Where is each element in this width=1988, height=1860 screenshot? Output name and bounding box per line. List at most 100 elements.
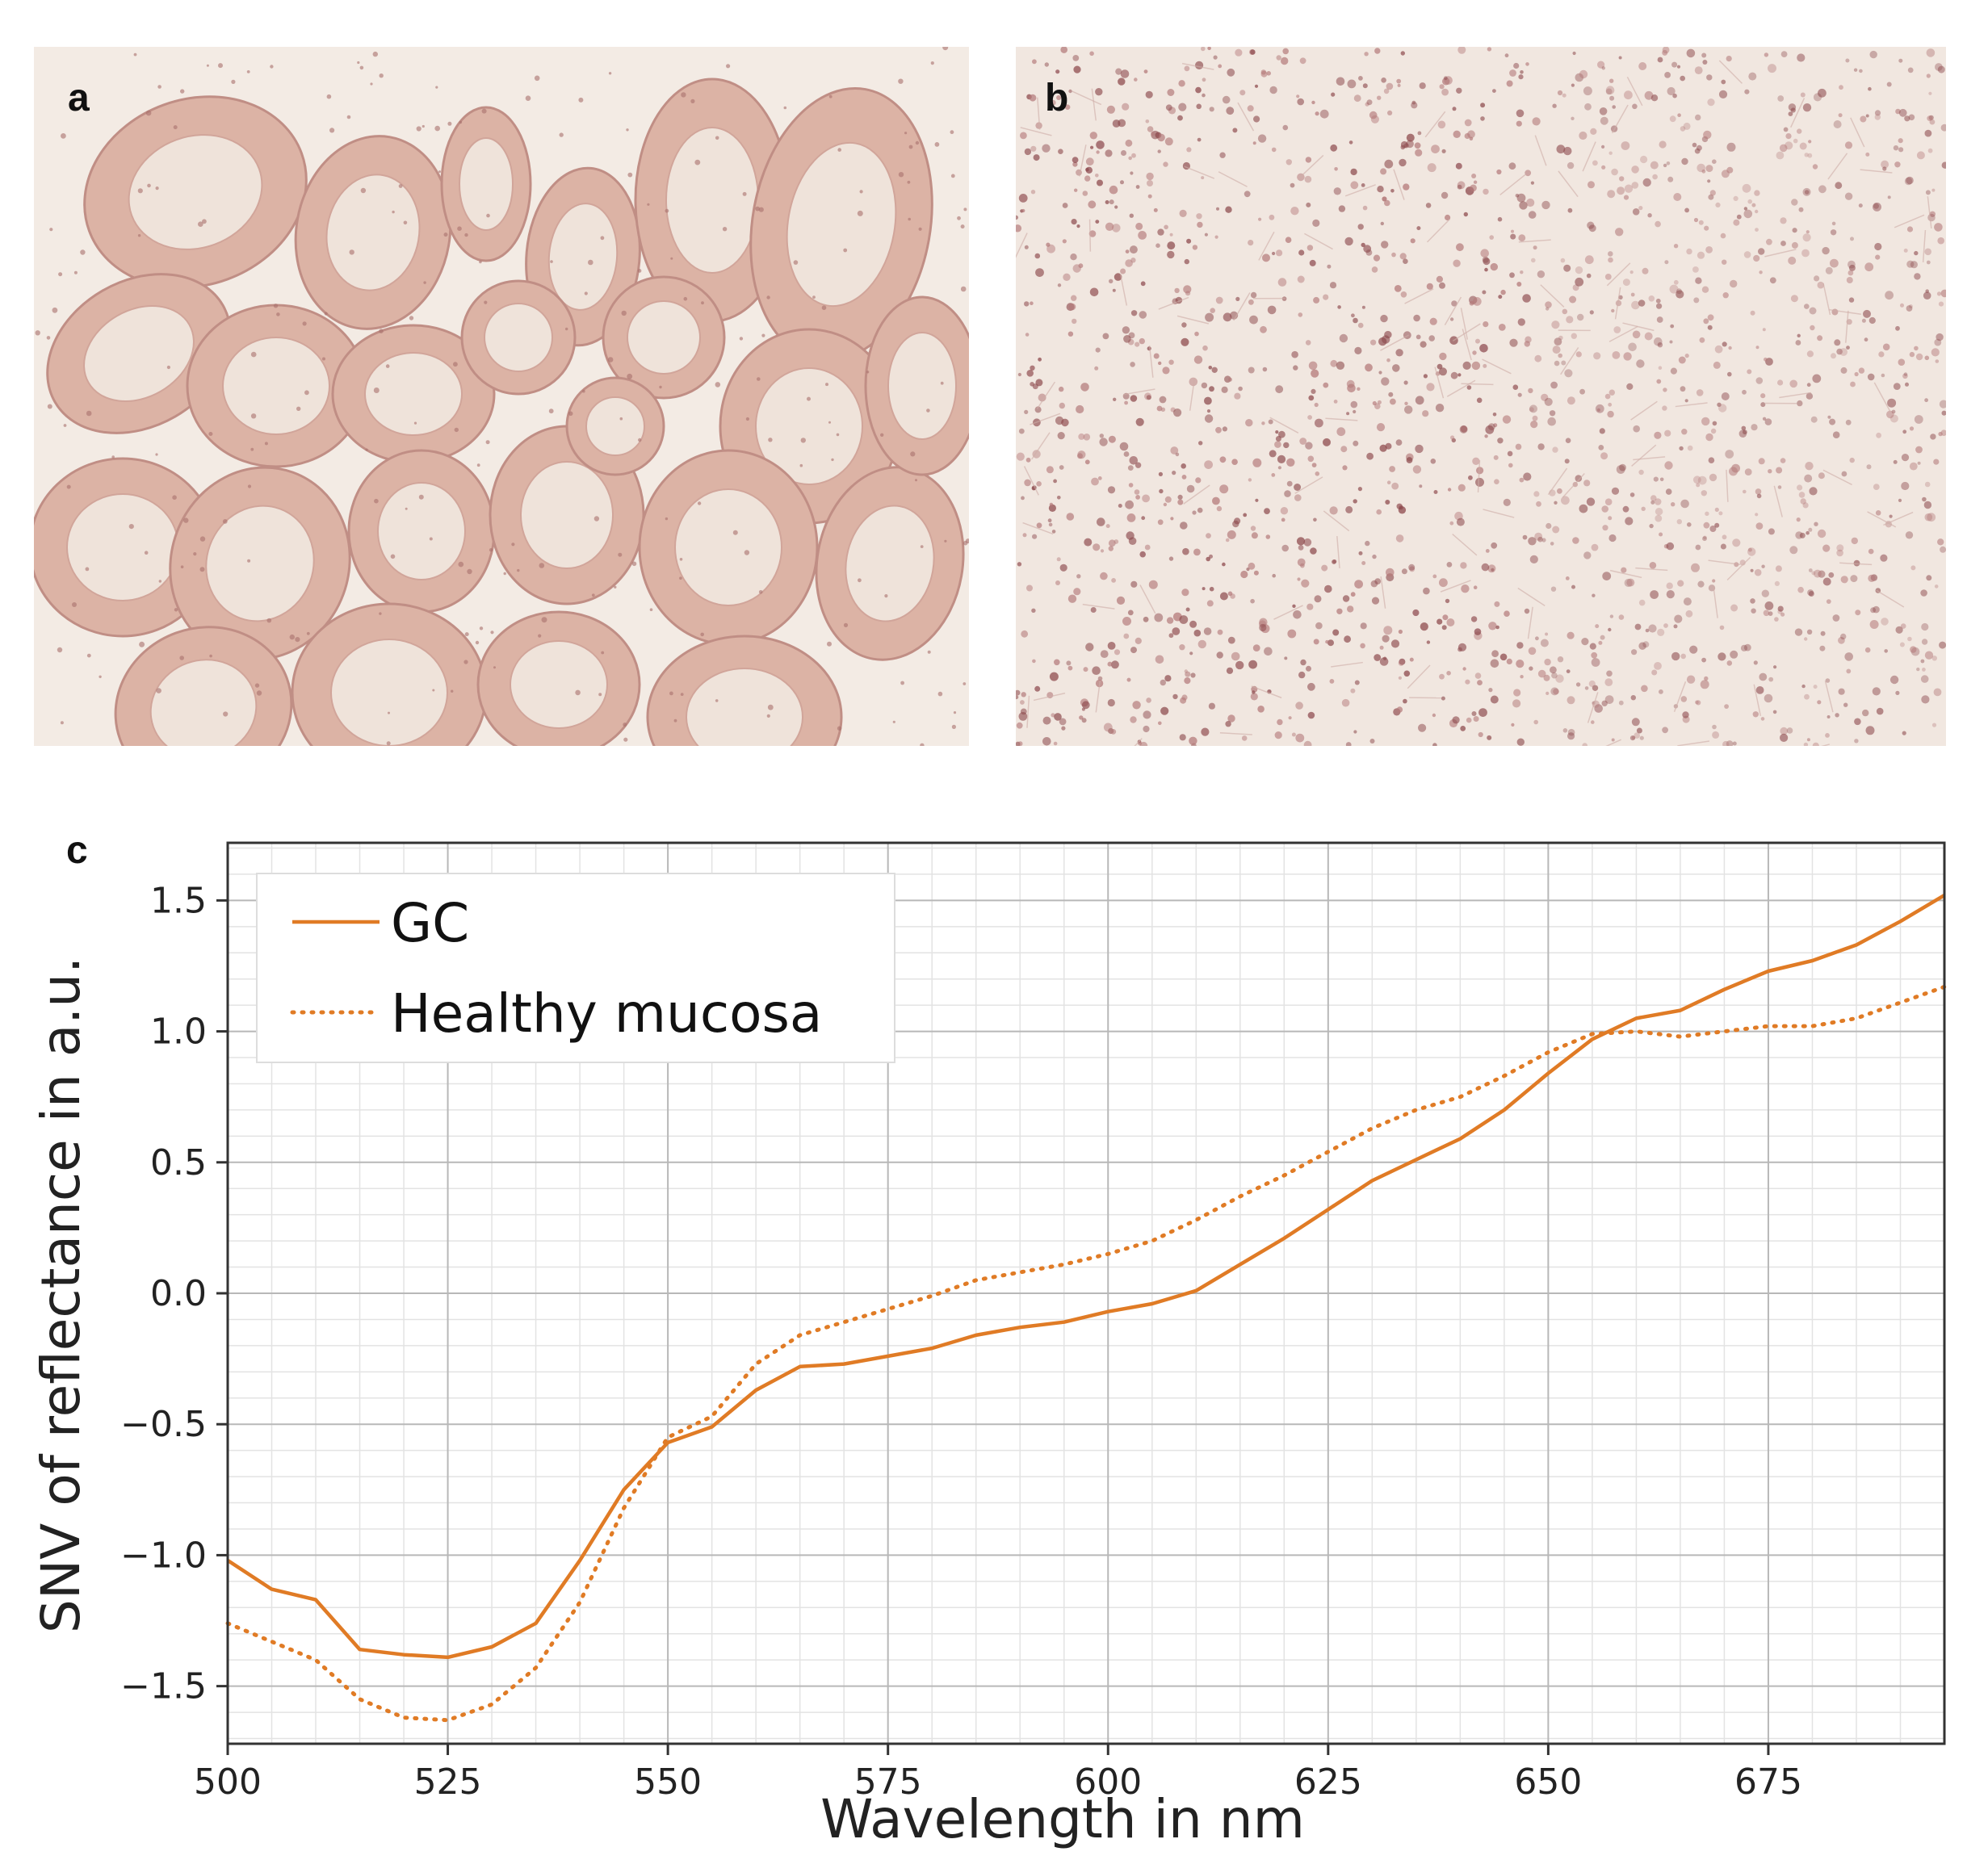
stroma-fiber (1189, 379, 1196, 411)
cell-nucleus (568, 411, 573, 417)
tumor-cell (1516, 660, 1525, 668)
tumor-cell (1194, 331, 1199, 337)
tumor-cell (1170, 446, 1179, 455)
tumor-cell (1155, 655, 1164, 664)
tumor-cell (1601, 145, 1605, 149)
cell-nucleus (534, 75, 540, 82)
x-tick-label: 650 (1514, 1762, 1582, 1803)
tumor-cell (1497, 438, 1504, 444)
tumor-cell (1941, 161, 1946, 169)
tumor-cell (1398, 660, 1404, 666)
tumor-cell (1701, 490, 1707, 496)
cell-nucleus (963, 682, 967, 685)
tumor-cell (1433, 490, 1438, 494)
cell-nucleus (517, 568, 520, 572)
tumor-cell (1756, 493, 1762, 499)
stroma-fiber (1631, 444, 1657, 467)
tumor-cell (1372, 554, 1377, 559)
cell-nucleus (960, 224, 965, 229)
tumor-cell (1800, 498, 1806, 505)
tumor-cell (1415, 149, 1423, 157)
tumor-cell (1529, 666, 1533, 671)
tumor-cell (1135, 341, 1140, 347)
tumor-cell (1406, 133, 1415, 142)
stroma-fiber (1331, 661, 1363, 668)
tumor-cell (1479, 344, 1488, 353)
tumor-cell (1370, 580, 1378, 588)
tumor-cell (1306, 245, 1314, 251)
stroma-fiber (1294, 476, 1323, 494)
tumor-cell (1655, 298, 1661, 304)
tumor-cell (1933, 688, 1942, 697)
tumor-cell (1471, 361, 1481, 371)
tumor-cell (1451, 300, 1457, 307)
gland-lumen (364, 352, 463, 436)
tumor-cell (1054, 659, 1060, 666)
tumor-cell (1659, 689, 1663, 694)
stroma-fiber (1527, 606, 1533, 639)
tumor-cell (1863, 309, 1871, 318)
tumor-cell (1884, 649, 1888, 653)
stroma-fiber (1299, 154, 1324, 178)
tumor-cell (1673, 244, 1679, 249)
tumor-cell (1445, 214, 1451, 221)
tumor-cell (1197, 639, 1206, 649)
tumor-cell (1929, 119, 1936, 125)
tumor-cell (1111, 578, 1116, 583)
tumor-cell (1632, 208, 1640, 216)
gland-lumen (325, 174, 421, 291)
cell-nucleus (180, 565, 184, 568)
tumor-cell (1135, 637, 1142, 645)
tumor-cell (1365, 540, 1370, 547)
stroma-fiber (1764, 249, 1797, 258)
tumor-cell (1248, 299, 1254, 305)
tumor-cell (1567, 732, 1575, 740)
tumor-cell (1088, 200, 1097, 209)
tumor-cell (1307, 415, 1312, 420)
tumor-cell (1702, 60, 1708, 65)
tumor-cell (1404, 401, 1408, 405)
tumor-cell (1901, 481, 1910, 491)
tumor-cell (1806, 629, 1813, 635)
tumor-cell (1395, 349, 1403, 357)
cell-nucleus (726, 64, 731, 69)
tumor-cell (1130, 395, 1138, 402)
cell-nucleus (647, 203, 650, 206)
tumor-cell (1129, 456, 1139, 465)
tumor-cell (1571, 116, 1575, 120)
tumor-cell (1712, 731, 1720, 739)
tumor-cell (1838, 636, 1845, 644)
tumor-cell (1071, 219, 1077, 225)
tumor-cell (1342, 465, 1348, 471)
tumor-cell (1146, 172, 1154, 181)
tumor-cell (1494, 601, 1500, 607)
tumor-cell (1081, 707, 1085, 711)
tumor-cell (1250, 526, 1256, 531)
tumor-cell (1831, 221, 1836, 226)
tumor-cell (1509, 338, 1518, 347)
tumor-cell (1872, 687, 1881, 696)
tumor-cell (1079, 715, 1084, 720)
tumor-cell (1608, 534, 1617, 542)
tumor-cell (1894, 161, 1901, 168)
tumor-cell (1895, 626, 1903, 634)
tumor-cell (1198, 441, 1203, 446)
tumor-cell (1829, 418, 1836, 425)
tumor-cell (1207, 47, 1211, 51)
tumor-cell (1862, 709, 1869, 717)
tumor-cell (1398, 629, 1403, 635)
tumor-cell (1581, 638, 1589, 646)
cell-nucleus (926, 408, 930, 413)
stroma-fiber (1605, 739, 1621, 746)
tumor-cell (1163, 161, 1168, 167)
tumor-cell (1705, 433, 1713, 442)
tumor-cell (1557, 90, 1563, 96)
cell-nucleus (432, 689, 435, 692)
tumor-cell (1840, 576, 1848, 584)
cell-nucleus (598, 693, 602, 697)
tumor-cell (1566, 161, 1575, 170)
tumor-cell (1450, 435, 1455, 440)
tumor-cell (1923, 291, 1931, 300)
stroma-fiber (1426, 218, 1451, 243)
tumor-cell (1587, 221, 1595, 229)
